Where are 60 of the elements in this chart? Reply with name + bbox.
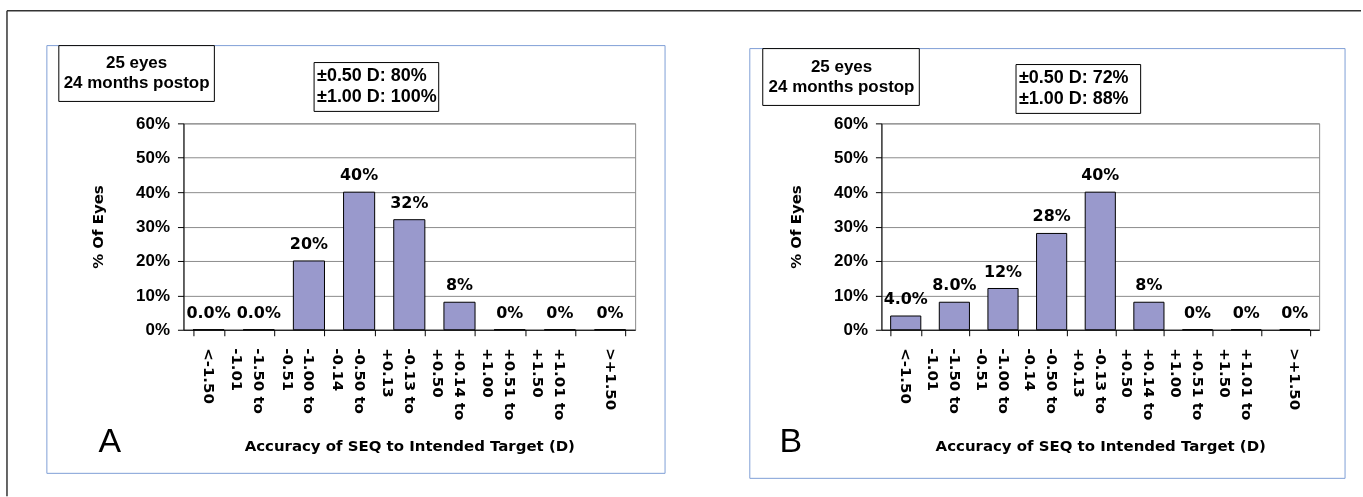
y-tick-label: 20% [136,251,170,271]
data-label: 40% [340,165,379,185]
data-label: 20% [289,234,329,253]
y-tick-label: 50% [136,148,170,168]
data-label: 4.0% [883,289,928,309]
y-tick-label: 30% [834,217,868,237]
x-tick-label: -0.13 to +0.13 [378,348,419,414]
data-label: 0.0% [186,302,231,322]
y-tick-label: 60% [834,113,868,133]
x-tick-label: <-1.50 [200,348,219,404]
data-label: 0% [1232,302,1260,322]
text: A [98,421,122,460]
x-tick-label: >+1.50 [601,348,620,411]
y-axis-title: % Of Eyes [89,185,108,269]
x-tick-label: +0.51 to +1.00 [1167,348,1208,421]
x-tick-label: -1.50 to -1.01 [228,348,269,414]
x-axis-title: Accuracy of SEQ to Intended Target (D) [935,436,1266,455]
data-label: 0% [1281,302,1309,322]
data-label: 0% [596,302,624,322]
y-tick-label: 50% [834,148,868,168]
data-label: 8.0% [932,275,977,295]
y-axis-title: % Of Eyes [787,185,806,269]
x-tick-label: -0.13 to +0.13 [1069,348,1110,414]
x-tick-label: +1.01 to +1.50 [529,348,570,421]
data-label: 40% [1081,165,1120,185]
text: 25 eyes 24 months postop [768,56,915,97]
y-tick-label: 10% [834,285,868,305]
x-tick-label: -1.00 to -0.51 [278,348,319,414]
y-tick-label: 0% [145,320,170,340]
data-label: 0% [1184,302,1212,322]
data-label: 28% [1032,206,1071,226]
x-tick-label: <-1.50 [897,348,916,404]
y-tick-label: 40% [834,182,868,202]
y-tick-label: 40% [136,182,170,202]
y-tick-label: 10% [136,285,170,305]
data-label: 0% [496,302,524,322]
y-tick-label: 60% [136,113,170,133]
x-tick-label: -0.50 to -0.14 [1021,348,1062,414]
data-label: 8% [1135,275,1163,295]
data-label: 0.0% [236,302,281,322]
data-label: 32% [390,192,429,212]
y-tick-label: 20% [834,251,868,271]
text: 25 eyes 24 months postop [63,52,210,93]
x-tick-label: -1.00 to -0.51 [972,348,1013,414]
y-tick-label: 30% [136,217,170,237]
data-label: 12% [983,261,1023,281]
text: ±0.50 D: 80% ±1.00 D: 100% [317,65,437,107]
data-label: 0% [546,302,574,322]
data-label: 8% [445,275,474,295]
x-tick-label: -1.50 to -1.01 [923,348,964,414]
text: B [779,421,802,460]
x-tick-label: +1.01 to +1.50 [1215,348,1256,421]
text: ±0.50 D: 72% ±1.00 D: 88% [1019,67,1129,109]
x-tick-label: +0.14 to +0.50 [429,348,469,421]
x-axis-title: Accuracy of SEQ to Intended Target (D) [244,436,575,455]
x-tick-label: +0.14 to +0.50 [1118,348,1159,421]
x-tick-label: +0.51 to +1.00 [479,348,520,421]
x-tick-label: -0.50 to -0.14 [328,348,369,414]
y-tick-label: 0% [843,320,868,340]
x-tick-label: >+1.50 [1286,348,1305,411]
